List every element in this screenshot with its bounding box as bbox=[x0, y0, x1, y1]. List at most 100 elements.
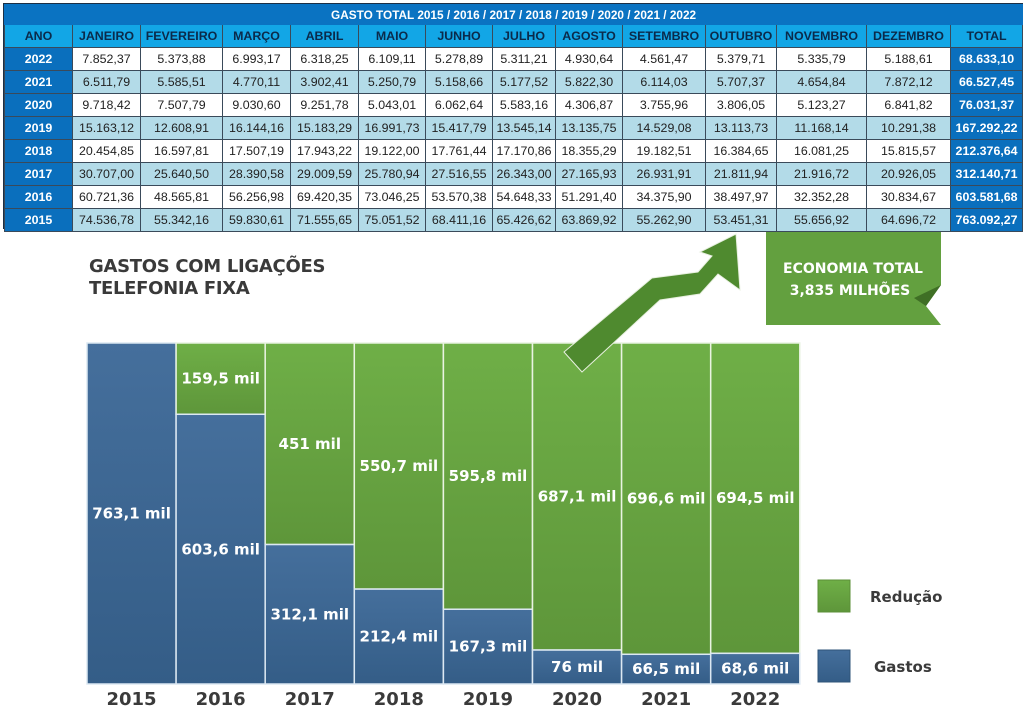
x-tick-label-2021: 2021 bbox=[641, 689, 691, 710]
table-row: 2019 15.163,12 12.608,91 16.144,16 15.183,29… bbox=[4, 116, 1024, 140]
month-value: 5.250,79 bbox=[358, 70, 426, 94]
month-value: 75.051,52 bbox=[358, 208, 426, 232]
table-body: 2022 7.852,37 5.373,88 6.993,17 6.318,25 6.10… bbox=[4, 47, 1024, 232]
month-value: 25.640,50 bbox=[140, 162, 223, 186]
column-header-0: ANO bbox=[4, 24, 73, 48]
month-value: 17.507,19 bbox=[222, 139, 291, 163]
bar-reducao-2020 bbox=[531, 342, 623, 651]
table-row: 2018 20.454,85 16.597,81 17.507,19 17.943,22… bbox=[4, 139, 1024, 163]
month-value: 6.062,64 bbox=[425, 93, 493, 117]
bar-label-reducao-2016: 159,5 mil bbox=[181, 370, 260, 388]
month-value: 4.930,64 bbox=[555, 47, 623, 71]
table-row: 2020 9.718,42 7.507,79 9.030,60 9.251,78 5.04… bbox=[4, 93, 1024, 117]
month-value: 20.454,85 bbox=[72, 139, 141, 163]
row-total: 763.092,27 bbox=[949, 208, 1024, 232]
month-value: 64.696,72 bbox=[866, 208, 951, 232]
month-value: 48.565,81 bbox=[140, 185, 223, 209]
month-value: 60.721,36 bbox=[72, 185, 141, 209]
column-header-5: MAIO bbox=[358, 24, 426, 48]
legend-label-reducao: Redução bbox=[870, 588, 942, 606]
row-total: 212.376,64 bbox=[949, 139, 1024, 163]
bar-label-reducao-2020: 687,1 mil bbox=[538, 488, 617, 506]
column-header-7: JULHO bbox=[492, 24, 556, 48]
month-value: 5.379,71 bbox=[705, 47, 777, 71]
month-value: 34.375,90 bbox=[622, 185, 706, 209]
bar-reducao-2019 bbox=[442, 342, 534, 610]
bar-gastos-2017 bbox=[264, 543, 356, 685]
row-year: 2018 bbox=[4, 139, 73, 163]
x-tick-label-2022: 2022 bbox=[730, 689, 780, 710]
bar-gastos-2021 bbox=[620, 653, 712, 685]
bar-gastos-2022 bbox=[709, 652, 801, 685]
row-year: 2017 bbox=[4, 162, 73, 186]
month-value: 5.822,30 bbox=[555, 70, 623, 94]
month-value: 65.426,62 bbox=[492, 208, 556, 232]
column-header-6: JUNHO bbox=[425, 24, 493, 48]
month-value: 16.081,25 bbox=[776, 139, 867, 163]
month-value: 68.411,16 bbox=[425, 208, 493, 232]
month-value: 4.306,87 bbox=[555, 93, 623, 117]
month-value: 74.536,78 bbox=[72, 208, 141, 232]
x-tick-label-2018: 2018 bbox=[374, 689, 424, 710]
economy-value: 3,835 MILHÕES bbox=[790, 281, 910, 299]
month-value: 3.806,05 bbox=[705, 93, 777, 117]
month-value: 25.780,94 bbox=[358, 162, 426, 186]
month-value: 5.583,16 bbox=[492, 93, 556, 117]
month-value: 6.318,25 bbox=[290, 47, 359, 71]
table-title: GASTO TOTAL 2015 / 2016 / 2017 / 2018 / … bbox=[3, 4, 1024, 25]
bars-group: 763,1 mil 159,5 mil 603,6 mil 451 mil 312,1 … bbox=[86, 342, 801, 685]
bar-label-gastos-2021: 66,5 mil bbox=[632, 660, 700, 678]
economy-callout: ECONOMIA TOTAL 3,835 MILHÕES bbox=[766, 232, 941, 325]
legend-swatch-reducao bbox=[817, 579, 851, 613]
table-row: 2016 60.721,36 48.565,81 56.256,98 69.420,35… bbox=[4, 185, 1024, 209]
month-value: 19.182,51 bbox=[622, 139, 706, 163]
x-tick-label-2017: 2017 bbox=[285, 689, 335, 710]
row-total: 76.031,37 bbox=[949, 93, 1024, 117]
bar-label-gastos-2018: 212,4 mil bbox=[360, 628, 439, 646]
bar-gastos-2016 bbox=[175, 413, 266, 685]
month-value: 15.163,12 bbox=[72, 116, 141, 140]
month-value: 55.342,16 bbox=[140, 208, 223, 232]
bar-gastos-2019 bbox=[442, 608, 534, 685]
month-value: 3.902,41 bbox=[290, 70, 359, 94]
chart-title: GASTOS COM LIGAÇÕES TELEFONIA FIXA bbox=[89, 256, 325, 300]
month-value: 11.168,14 bbox=[776, 116, 867, 140]
column-header-2: FEVEREIRO bbox=[140, 24, 223, 48]
x-tick-label-2019: 2019 bbox=[463, 689, 513, 710]
row-year: 2019 bbox=[4, 116, 73, 140]
month-value: 26.343,00 bbox=[492, 162, 556, 186]
column-header-4: ABRIL bbox=[290, 24, 359, 48]
month-value: 9.030,60 bbox=[222, 93, 291, 117]
x-tick-label-2016: 2016 bbox=[196, 689, 246, 710]
chart-title-line-2: TELEFONIA FIXA bbox=[89, 278, 250, 299]
bar-label-reducao-2021: 696,6 mil bbox=[627, 490, 706, 508]
month-value: 13.135,75 bbox=[555, 116, 623, 140]
month-value: 73.046,25 bbox=[358, 185, 426, 209]
month-value: 16.597,81 bbox=[140, 139, 223, 163]
month-value: 17.170,86 bbox=[492, 139, 556, 163]
month-value: 5.373,88 bbox=[140, 47, 223, 71]
month-value: 7.852,37 bbox=[72, 47, 141, 71]
bar-label-gastos-2016: 603,6 mil bbox=[181, 540, 260, 558]
month-value: 16.384,65 bbox=[705, 139, 777, 163]
column-header-3: MARÇO bbox=[222, 24, 291, 48]
bar-reducao-2022 bbox=[709, 342, 801, 655]
bar-label-gastos-2019: 167,3 mil bbox=[449, 638, 528, 656]
month-value: 21.916,72 bbox=[776, 162, 867, 186]
spending-table-container: GASTO TOTAL 2015 / 2016 / 2017 / 2018 / … bbox=[3, 3, 1024, 232]
month-value: 7.507,79 bbox=[140, 93, 223, 117]
bar-label-gastos-2020: 76 mil bbox=[551, 658, 603, 676]
month-value: 29.009,59 bbox=[290, 162, 359, 186]
month-value: 15.183,29 bbox=[290, 116, 359, 140]
bar-label-gastos-2017: 312,1 mil bbox=[270, 605, 349, 623]
month-value: 63.869,92 bbox=[555, 208, 623, 232]
row-total: 68.633,10 bbox=[949, 47, 1024, 71]
table-row: 2015 74.536,78 55.342,16 59.830,61 71.555,65… bbox=[4, 208, 1024, 232]
bar-gastos-2020 bbox=[531, 649, 623, 685]
bar-label-reducao-2019: 595,8 mil bbox=[449, 467, 528, 485]
bar-reducao-2017 bbox=[264, 342, 356, 546]
bar-label-gastos-2015: 763,1 mil bbox=[92, 505, 171, 523]
column-header-1: JANEIRO bbox=[72, 24, 141, 48]
month-value: 18.355,29 bbox=[555, 139, 623, 163]
